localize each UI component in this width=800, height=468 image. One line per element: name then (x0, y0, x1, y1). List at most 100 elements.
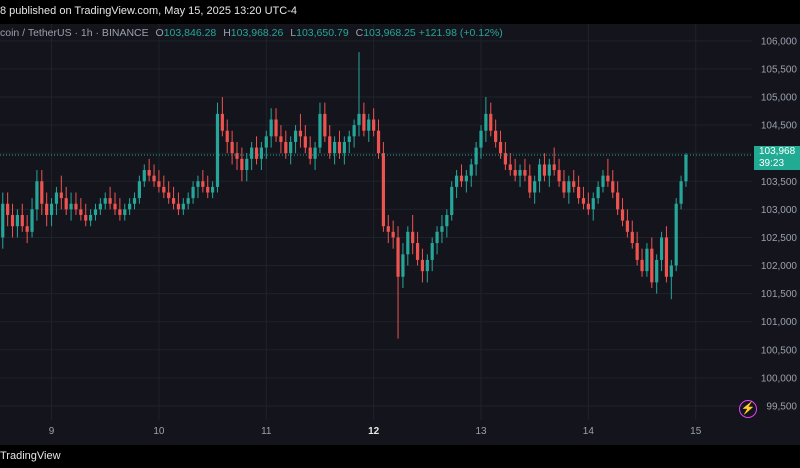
low-value: 103,650.79 (296, 27, 349, 39)
candle-body (298, 130, 303, 137)
candle-body (396, 237, 400, 277)
candle-body (376, 130, 381, 154)
candle-body (128, 203, 132, 210)
tradingview-brand: TradingView (0, 450, 61, 462)
candle-body (171, 198, 176, 204)
candle-body (84, 214, 88, 221)
low-label: L (290, 27, 297, 39)
candle-body (562, 181, 566, 193)
candle-body (650, 248, 654, 283)
ohlc-legend: coin / TetherUS · 1h · BINANCE O103,846.… (0, 27, 503, 41)
price-tick-label: 99,500 (766, 401, 797, 412)
candle-body (89, 214, 93, 221)
lightning-bolt-icon[interactable]: ⚡ (739, 400, 757, 418)
published-header: 8 published on TradingView.com, May 15, … (0, 0, 800, 24)
price-tick-label: 102,500 (761, 233, 798, 244)
candle-body (620, 209, 625, 221)
time-axis: 9 10 11 12 13 14 15 (49, 426, 702, 437)
candle-body (518, 170, 522, 176)
candle-body (264, 136, 268, 148)
candle-body (362, 113, 366, 131)
candle-body (513, 170, 517, 176)
candle-body (30, 209, 34, 232)
candle-body (250, 147, 254, 159)
candle-body (108, 198, 112, 204)
candle-body (367, 119, 371, 131)
bar-countdown: 39:23 (759, 158, 785, 169)
candle-body (235, 153, 239, 159)
candle-body (342, 141, 346, 154)
price-tick-label: 104,500 (761, 121, 798, 132)
candle-body (211, 186, 215, 193)
open-value: 103,846.28 (163, 27, 217, 39)
last-price-value: 103,968 (759, 146, 796, 157)
time-tick-label: 11 (261, 426, 272, 437)
candle-body (581, 198, 586, 204)
candle-body (123, 209, 127, 215)
candle-body (98, 203, 102, 210)
candle-body (162, 186, 166, 193)
candle-body (567, 181, 571, 193)
candle-body (372, 119, 376, 131)
candle-body (469, 164, 473, 176)
time-tick-label: 10 (153, 426, 165, 437)
candle-body (381, 153, 385, 227)
candle-body (59, 192, 63, 199)
candle-body (528, 175, 532, 193)
candle-body (674, 203, 678, 266)
candle-body (645, 248, 649, 272)
candle-body (215, 113, 220, 187)
candle-body (664, 237, 669, 277)
candle-body (152, 175, 156, 182)
candle-body (186, 198, 190, 204)
candle-body (586, 203, 590, 210)
candle-body (616, 192, 620, 210)
candle-body (196, 181, 200, 187)
candle-body (103, 198, 107, 204)
candle-body (455, 175, 459, 187)
price-tick-label: 103,000 (761, 205, 798, 216)
candle-body (137, 181, 141, 199)
candle-body (69, 203, 73, 210)
time-tick-label: 9 (49, 426, 55, 437)
candle-body (484, 113, 488, 131)
candle-body (15, 214, 19, 227)
candle-body (425, 259, 429, 272)
price-axis: 106,000105,500105,000104,500104,000103,5… (761, 36, 798, 412)
candle-body (489, 113, 493, 131)
candle-body (284, 141, 288, 154)
candle-body (494, 130, 498, 142)
published-text: 8 published on TradingView.com, May 15, … (0, 5, 297, 17)
candle-body (279, 136, 283, 142)
candle-body (523, 170, 527, 176)
candle-body (20, 214, 24, 227)
candle-body (333, 141, 337, 154)
candle-body (386, 226, 390, 232)
candle-body (635, 243, 639, 260)
candle-body (391, 231, 395, 238)
price-tick-label: 106,000 (761, 36, 798, 47)
candle-body (142, 170, 146, 182)
candle-body (547, 164, 551, 176)
symbol-label[interactable]: coin / TetherUS · 1h · BINANCE (0, 27, 149, 39)
candle-body (474, 147, 478, 165)
candle-body (40, 181, 44, 204)
candle-body (254, 147, 259, 159)
candle-body (479, 130, 483, 148)
candle-body (459, 175, 464, 182)
time-tick-label: 13 (475, 426, 487, 437)
candle-body (606, 175, 610, 182)
close-label: C (355, 27, 364, 39)
time-tick-label: 15 (690, 426, 702, 437)
candle-body (35, 181, 39, 210)
price-tick-label: 102,000 (761, 261, 798, 272)
candle-body (596, 186, 600, 199)
candle-body (54, 192, 59, 204)
candle-body (625, 220, 629, 232)
price-tick-label: 100,500 (761, 345, 798, 356)
candle-body (406, 231, 410, 255)
time-tick-label: 12 (368, 426, 380, 437)
candle-body (435, 231, 439, 244)
